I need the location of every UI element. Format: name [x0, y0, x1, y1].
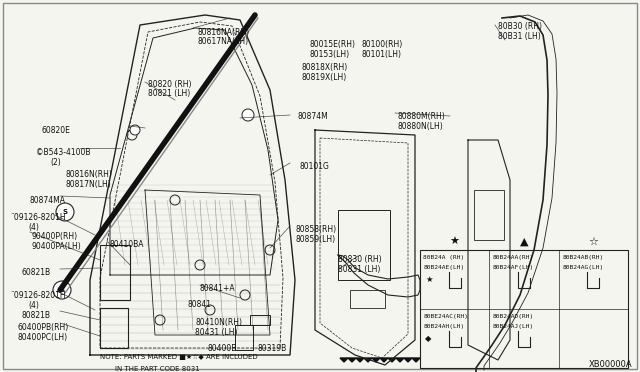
Text: ¨09126-8201H: ¨09126-8201H [10, 291, 66, 300]
Text: 80100(RH): 80100(RH) [362, 40, 403, 49]
Text: 80818X(RH): 80818X(RH) [302, 63, 348, 72]
Text: 80820 (RH): 80820 (RH) [148, 80, 191, 89]
Text: 80BE24AC(RH): 80BE24AC(RH) [424, 314, 468, 319]
Circle shape [130, 125, 140, 135]
Text: ☆: ☆ [588, 237, 598, 247]
Text: 80831 (LH): 80831 (LH) [338, 265, 380, 274]
Polygon shape [372, 358, 380, 362]
Text: 80821B: 80821B [22, 311, 51, 320]
Bar [100, 245, 130, 300]
Text: 90400P(RH): 90400P(RH) [32, 232, 78, 241]
Text: 80880N(LH): 80880N(LH) [398, 122, 444, 131]
Text: ©B543-4100B: ©B543-4100B [36, 148, 90, 157]
Text: S: S [60, 287, 65, 293]
Text: 80816NA(RH): 80816NA(RH) [198, 28, 250, 37]
Polygon shape [348, 358, 356, 362]
Polygon shape [380, 358, 388, 362]
Text: 60400PB(RH): 60400PB(RH) [18, 323, 69, 332]
Text: 80841+A: 80841+A [200, 284, 236, 293]
Text: 80841: 80841 [188, 300, 212, 309]
Text: ★: ★ [425, 275, 433, 284]
Circle shape [53, 281, 71, 299]
Text: 80101G: 80101G [300, 162, 330, 171]
Bar [420, 250, 628, 368]
Text: 80431 (LH): 80431 (LH) [195, 328, 237, 337]
Text: 80B24AJ(LH): 80B24AJ(LH) [493, 324, 534, 329]
Text: 80830 (RH): 80830 (RH) [338, 255, 381, 264]
Text: 80880M(RH): 80880M(RH) [398, 112, 445, 121]
Polygon shape [340, 358, 348, 362]
Circle shape [242, 109, 254, 121]
Text: 80101(LH): 80101(LH) [362, 50, 402, 59]
Bar [350, 290, 385, 308]
Text: 80B24AA(RH): 80B24AA(RH) [493, 255, 534, 260]
Text: 80B24AF(LH): 80B24AF(LH) [493, 265, 534, 270]
Text: 90400PA(LH): 90400PA(LH) [32, 242, 82, 251]
Text: 80015E(RH): 80015E(RH) [310, 40, 356, 49]
Text: NOTE: PARTS MARKED ■★☆◆ ARE INCLUDED: NOTE: PARTS MARKED ■★☆◆ ARE INCLUDED [100, 354, 258, 360]
Text: 80153(LH): 80153(LH) [310, 50, 350, 59]
Text: 80B30 (RH): 80B30 (RH) [498, 22, 542, 31]
Text: (4): (4) [28, 301, 39, 310]
Bar [338, 210, 390, 280]
Text: 60821B: 60821B [22, 268, 51, 277]
Polygon shape [396, 358, 404, 362]
Text: ★: ★ [450, 237, 460, 247]
Text: ¨09126-8201H: ¨09126-8201H [10, 213, 66, 222]
Bar [250, 315, 270, 325]
Bar [474, 190, 504, 240]
Polygon shape [388, 358, 396, 362]
Text: 80B24AD(RH): 80B24AD(RH) [493, 314, 534, 319]
Text: 80B24AG(LH): 80B24AG(LH) [562, 265, 604, 270]
Text: 80B24AH(LH): 80B24AH(LH) [424, 324, 465, 329]
Text: (2): (2) [50, 158, 61, 167]
Polygon shape [404, 358, 412, 362]
Text: 80B31 (LH): 80B31 (LH) [498, 32, 541, 41]
Text: 80859(LH): 80859(LH) [295, 235, 335, 244]
Text: (4): (4) [28, 223, 39, 232]
Text: 60820E: 60820E [42, 126, 71, 135]
Polygon shape [412, 358, 420, 362]
Text: 80874M: 80874M [298, 112, 329, 121]
Text: 80819X(LH): 80819X(LH) [302, 73, 348, 82]
Text: 80410N(RH): 80410N(RH) [195, 318, 242, 327]
Text: ▲: ▲ [520, 237, 528, 247]
Polygon shape [364, 358, 372, 362]
Text: 80B24AE(LH): 80B24AE(LH) [424, 265, 465, 270]
Text: 80400PC(LH): 80400PC(LH) [18, 333, 68, 342]
Text: 80B24A (RH): 80B24A (RH) [424, 255, 465, 260]
Bar [100, 308, 128, 348]
Text: 80410BA: 80410BA [110, 240, 145, 249]
Text: XB00000A: XB00000A [588, 360, 632, 369]
Text: 80400B: 80400B [208, 344, 237, 353]
Text: ◆: ◆ [425, 334, 431, 343]
Text: 80821 (LH): 80821 (LH) [148, 89, 190, 98]
Circle shape [56, 203, 74, 221]
Text: 80874MA: 80874MA [30, 196, 66, 205]
Text: 80B24AB(RH): 80B24AB(RH) [562, 255, 604, 260]
Text: IN THE PART CODE 8031: IN THE PART CODE 8031 [115, 366, 200, 372]
Bar [235, 325, 253, 350]
Text: 80319B: 80319B [258, 344, 287, 353]
Text: 80816N(RH): 80816N(RH) [65, 170, 112, 179]
Text: 80617NA(LH): 80617NA(LH) [198, 37, 249, 46]
Polygon shape [356, 358, 364, 362]
Text: S: S [63, 209, 67, 215]
Text: 80858(RH): 80858(RH) [295, 225, 336, 234]
Text: 80817N(LH): 80817N(LH) [65, 180, 111, 189]
